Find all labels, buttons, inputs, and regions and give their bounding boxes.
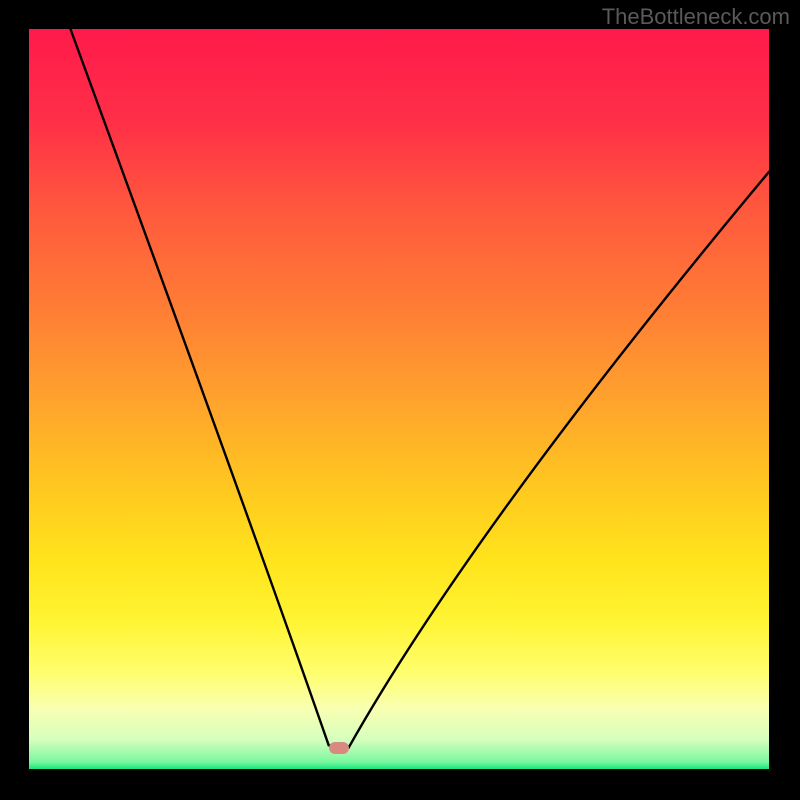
v-curve-path — [70, 29, 769, 748]
watermark-text: TheBottleneck.com — [602, 4, 790, 30]
minimum-marker — [329, 742, 349, 754]
plot-gradient-area — [29, 29, 769, 769]
bottleneck-curve — [29, 29, 769, 769]
